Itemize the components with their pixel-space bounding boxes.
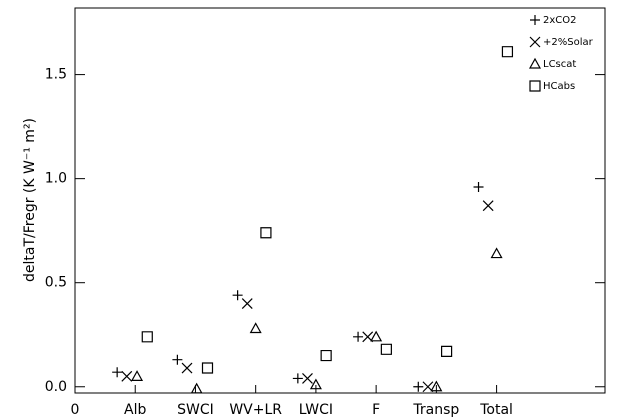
marker bbox=[112, 367, 123, 378]
x-tick-label: Alb bbox=[124, 402, 146, 418]
legend-marker bbox=[529, 36, 541, 48]
y-axis-label: deltaT/Fregr (K W⁻¹ m²) bbox=[22, 118, 38, 282]
x-tick-label: F bbox=[372, 402, 380, 418]
marker bbox=[309, 378, 322, 390]
legend-label: +2%Solar bbox=[543, 37, 594, 48]
marker bbox=[380, 343, 392, 355]
y-tick-label: 0.0 bbox=[45, 379, 67, 395]
x-tick-label: Transp bbox=[412, 402, 459, 418]
marker bbox=[413, 381, 424, 392]
marker bbox=[441, 345, 453, 357]
marker bbox=[430, 380, 443, 392]
marker bbox=[501, 46, 514, 58]
marker bbox=[141, 331, 153, 343]
marker bbox=[121, 370, 133, 382]
y-tick-label: 1.0 bbox=[45, 171, 67, 187]
marker bbox=[190, 382, 203, 394]
x-tick-label: WV+LR bbox=[229, 402, 282, 418]
legend-label: 2xCO2 bbox=[543, 15, 577, 26]
marker bbox=[320, 349, 332, 362]
x-tick-label: LWCI bbox=[299, 402, 333, 418]
y-tick-label: 1.5 bbox=[45, 67, 67, 83]
marker bbox=[302, 373, 313, 384]
marker bbox=[241, 298, 253, 309]
marker bbox=[181, 362, 193, 374]
marker bbox=[353, 331, 364, 342]
marker bbox=[232, 290, 243, 301]
legend-marker bbox=[529, 80, 541, 92]
x-tick-label: SWCI bbox=[177, 402, 214, 418]
y-tick-label: 0.5 bbox=[45, 275, 67, 291]
marker bbox=[260, 227, 272, 239]
legend-label: LCscat bbox=[543, 59, 576, 70]
marker bbox=[172, 354, 183, 365]
marker bbox=[490, 247, 503, 259]
marker bbox=[292, 373, 303, 384]
marker bbox=[370, 330, 383, 342]
x-tick-label: Total bbox=[479, 402, 513, 418]
plot-frame bbox=[74, 7, 606, 394]
legend-label: HCabs bbox=[543, 81, 575, 92]
marker bbox=[473, 181, 484, 192]
marker bbox=[131, 370, 144, 381]
marker bbox=[482, 200, 494, 212]
marker bbox=[201, 362, 214, 374]
legend-marker bbox=[528, 57, 542, 69]
marker bbox=[249, 322, 262, 334]
x-tick-label: 0 bbox=[71, 402, 80, 418]
legend-marker bbox=[530, 15, 540, 25]
